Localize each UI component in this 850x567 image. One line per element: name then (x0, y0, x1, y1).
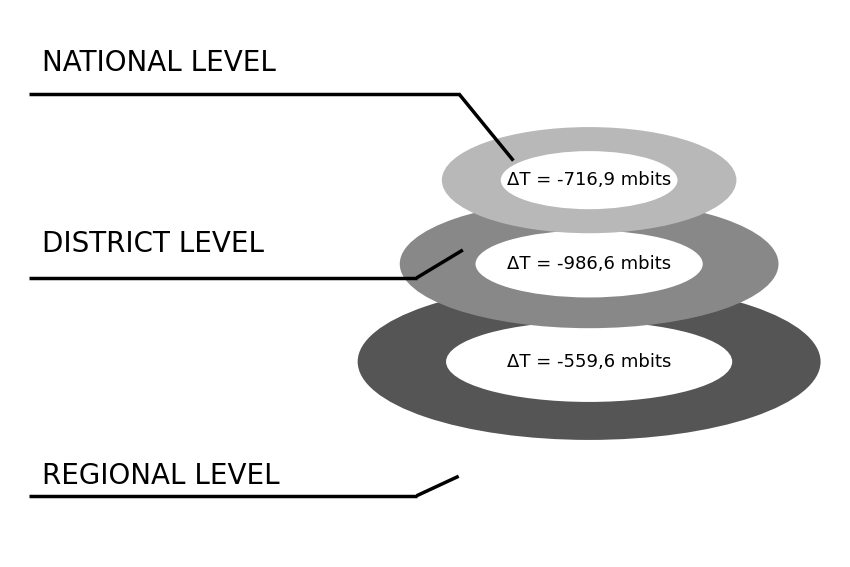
Ellipse shape (446, 321, 732, 402)
Ellipse shape (442, 127, 736, 233)
Text: DISTRICT LEVEL: DISTRICT LEVEL (42, 230, 264, 259)
Ellipse shape (501, 151, 677, 209)
Text: NATIONAL LEVEL: NATIONAL LEVEL (42, 49, 276, 77)
Text: ΔT = -559,6 mbits: ΔT = -559,6 mbits (507, 353, 672, 371)
Ellipse shape (475, 230, 703, 298)
Text: ΔT = -986,6 mbits: ΔT = -986,6 mbits (507, 255, 672, 273)
Text: REGIONAL LEVEL: REGIONAL LEVEL (42, 462, 280, 490)
Ellipse shape (400, 200, 779, 328)
Ellipse shape (358, 284, 820, 440)
Text: ΔT = -716,9 mbits: ΔT = -716,9 mbits (507, 171, 672, 189)
